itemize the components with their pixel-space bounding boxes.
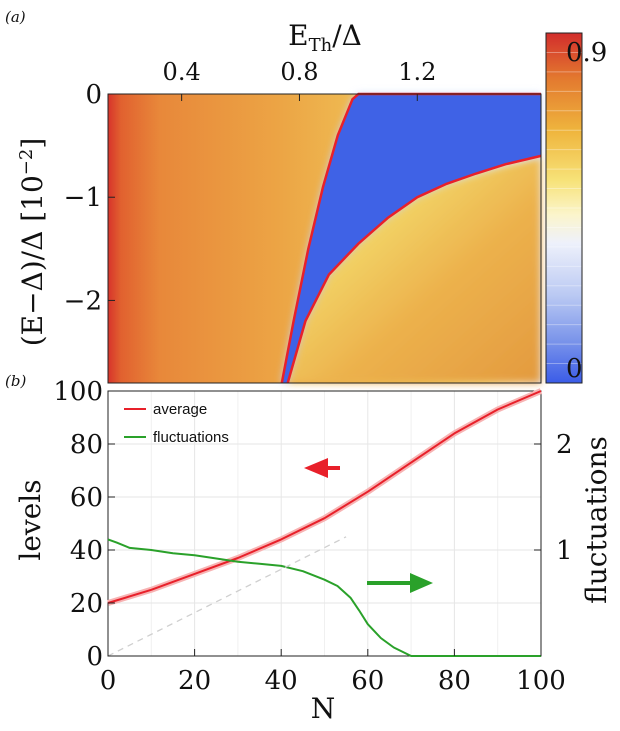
series-line-average bbox=[107, 390, 542, 604]
series-line-fluctuations bbox=[107, 538, 541, 657]
colorbar-min-label: 0 bbox=[566, 354, 583, 384]
x-tick-label: 0 bbox=[100, 666, 117, 696]
y-axis-title-left: levels bbox=[14, 479, 47, 560]
panel-label-a: (a) bbox=[5, 8, 26, 26]
series-line-reference-dashed bbox=[107, 536, 347, 657]
average-arrow bbox=[304, 458, 340, 478]
y-tick-label: 100 bbox=[53, 377, 103, 407]
left-tick-label-a: 0 bbox=[85, 80, 102, 110]
x-tick-label: 20 bbox=[178, 666, 211, 696]
left-axis-title-a: (E−Δ)/Δ [10−2] bbox=[16, 138, 49, 347]
colorbar-max-label: 0.9 bbox=[566, 38, 607, 68]
colorbar-bands bbox=[546, 51, 582, 365]
y-right-tick-label: 1 bbox=[556, 536, 573, 566]
top-axis-ticks: 0.4 0.8 1.2 bbox=[163, 58, 436, 101]
left-axis-ticks-a: 0 −1 −2 bbox=[64, 80, 115, 316]
top-tick-label: 1.2 bbox=[398, 58, 436, 86]
top-axis-title: ETh/Δ bbox=[288, 19, 362, 56]
y-tick-label: 80 bbox=[70, 430, 103, 460]
top-tick-label: 0.8 bbox=[280, 58, 318, 86]
legend-label-fluctuations: fluctuations bbox=[153, 429, 229, 446]
heatmap-lower-right-region bbox=[287, 155, 541, 383]
x-tick-label: 40 bbox=[265, 666, 298, 696]
heatmap-gap-region bbox=[281, 94, 541, 383]
colorbar bbox=[546, 33, 582, 383]
left-tick-label-a: −1 bbox=[64, 183, 102, 213]
x-tick-label: 60 bbox=[351, 666, 384, 696]
colorbar-frame bbox=[545, 32, 583, 384]
axis-ticks-b: 0 20 40 60 80 100 0 20 40 60 80 100 1 2 bbox=[53, 377, 572, 696]
heatmap-frame bbox=[107, 93, 542, 384]
y-right-tick-label: 2 bbox=[556, 430, 573, 460]
legend-label-average: average bbox=[153, 401, 207, 418]
y-tick-label: 0 bbox=[86, 642, 103, 672]
y-tick-label: 20 bbox=[70, 589, 103, 619]
top-tick-label: 0.4 bbox=[163, 58, 201, 86]
series-lines bbox=[107, 388, 543, 657]
gap-edge-line-1 bbox=[280, 92, 541, 384]
left-tick-label-a: −2 bbox=[64, 286, 102, 316]
plot-frame bbox=[107, 390, 542, 657]
x-tick-label: 100 bbox=[516, 666, 566, 696]
gap-edge-line-2 bbox=[286, 154, 542, 384]
y-axis-title-right: fluctuations bbox=[580, 436, 613, 604]
x-tick-label: 80 bbox=[438, 666, 471, 696]
line-panel: 0 20 40 60 80 100 0 20 40 60 80 100 1 2 N levels fluc… bbox=[14, 377, 613, 725]
y-tick-label: 60 bbox=[70, 483, 103, 513]
gap-edge-lines bbox=[280, 92, 542, 384]
fluctuations-arrow bbox=[367, 573, 433, 593]
panel-label-b: (b) bbox=[5, 372, 26, 390]
x-axis-title: N bbox=[311, 692, 336, 725]
heatmap-panel: 0.4 0.8 1.2 0 −1 −2 ETh/Δ (E−Δ)/Δ [10−2] 0.9… bbox=[16, 19, 607, 384]
y-tick-label: 40 bbox=[70, 536, 103, 566]
